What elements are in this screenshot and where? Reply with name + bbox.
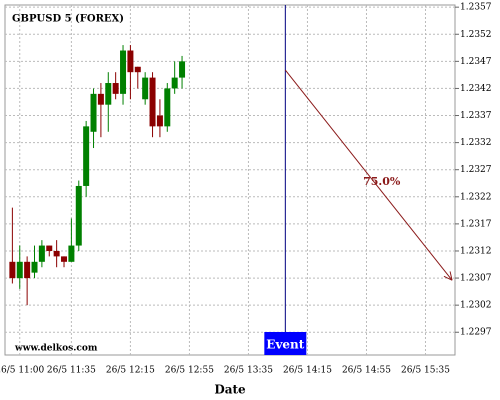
forecast-label: 75.0% (363, 175, 401, 188)
candle-body (97, 93, 104, 105)
y-tick-label: 1.2322 (460, 192, 492, 202)
candle-body (179, 61, 186, 78)
watermark: www.delkos.com (14, 344, 98, 354)
y-tick-label: 1.2312 (460, 246, 492, 256)
candle-body (156, 115, 163, 127)
arrow-head (449, 271, 453, 281)
y-tick-label: 1.2347 (460, 57, 492, 67)
candle-body (68, 245, 75, 262)
y-tick-label: 1.2302 (460, 301, 492, 311)
y-tick-label: 1.2307 (460, 274, 492, 284)
x-tick-label: 26/5 12:15 (106, 366, 155, 376)
forecast-line (284, 69, 453, 281)
y-tick-label: 1.2357 (460, 3, 492, 13)
x-tick-label: 26/5 14:15 (283, 366, 332, 376)
candle-body (127, 50, 134, 73)
candle-body (75, 185, 82, 246)
candle-body (24, 261, 31, 279)
y-tick-label: 1.2297 (460, 328, 492, 338)
candle-body (149, 77, 156, 127)
candle-body (16, 261, 23, 279)
candle-body (134, 66, 141, 73)
candle-body (53, 250, 60, 257)
arrow-head (443, 275, 453, 281)
candle-body (83, 126, 90, 186)
event-label: Event (266, 338, 304, 352)
candle-body (38, 245, 45, 262)
x-tick-label: 26/5 11:35 (47, 366, 96, 376)
candle-body (46, 245, 53, 251)
x-tick-label: 26/5 11:00 (0, 366, 45, 376)
y-tick-label: 1.2327 (460, 165, 492, 175)
candle-body (105, 83, 112, 105)
candle-body (90, 93, 97, 132)
candle-body (171, 77, 178, 89)
x-tick-label: 26/5 12:55 (165, 366, 214, 376)
x-tick-label: 26/5 15:35 (401, 366, 450, 376)
y-tick-label: 1.2317 (460, 219, 492, 229)
candle-body (112, 83, 119, 94)
x-axis-label: Date (214, 383, 246, 397)
y-tick-label: 1.2342 (460, 84, 492, 94)
candle-body (9, 261, 16, 279)
chart-title: GBPUSD 5 (FOREX) (12, 14, 124, 25)
x-tick-label: 26/5 14:55 (342, 366, 391, 376)
candle-body (61, 256, 68, 262)
event-box (264, 332, 307, 355)
candle-body (31, 261, 38, 273)
y-tick-label: 1.2352 (460, 30, 492, 40)
x-tick-label: 26/5 13:35 (224, 366, 273, 376)
plot-frame (4, 4, 456, 356)
candle-body (120, 50, 127, 94)
y-tick-label: 1.2332 (460, 138, 492, 148)
y-tick-label: 1.2337 (460, 111, 492, 121)
candle-body (142, 77, 149, 100)
candle-body (164, 88, 171, 127)
